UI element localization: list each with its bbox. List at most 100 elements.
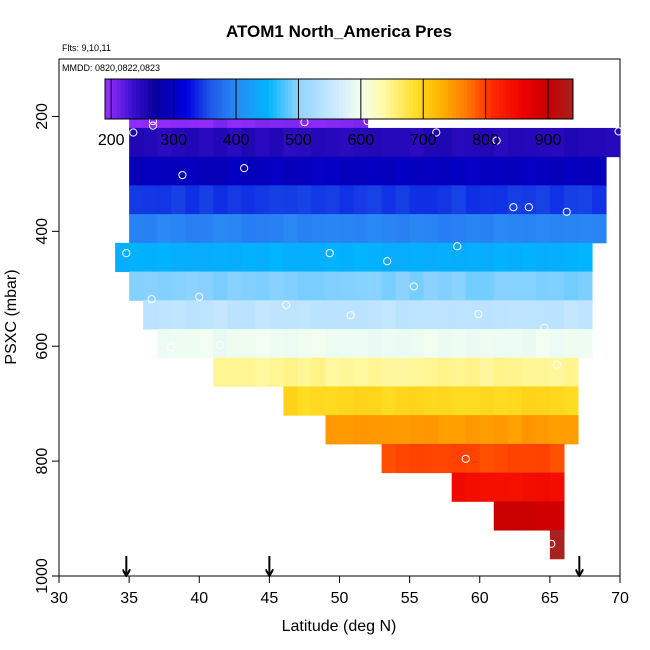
heatmap-cell <box>339 156 355 186</box>
heatmap-cell <box>269 271 284 301</box>
colorbar-segment <box>183 79 188 119</box>
observation-point <box>540 323 549 332</box>
heatmap-cell <box>269 357 285 387</box>
heatmap-cell <box>507 415 523 445</box>
heatmap-cell <box>493 156 509 186</box>
heatmap-cell <box>325 271 341 301</box>
colorbar-segment <box>140 79 145 119</box>
heatmap-cell <box>493 242 509 273</box>
heatmap-cell <box>479 443 495 474</box>
heatmap-cell <box>339 386 355 416</box>
heatmap-cell <box>325 357 341 387</box>
heatmap-cell <box>423 443 439 474</box>
heatmap-cell <box>409 242 425 273</box>
colorbar-segment <box>288 79 293 119</box>
colorbar-tick-label: 500 <box>285 132 312 149</box>
heatmap-cell <box>255 156 270 186</box>
heatmap-cell <box>283 127 299 158</box>
heatmap-cell <box>507 443 523 474</box>
heatmap-cell <box>381 185 397 215</box>
colorbar-segment <box>159 79 164 119</box>
heatmap-cell <box>479 127 495 158</box>
heatmap-cell <box>227 242 242 273</box>
heatmap-cell <box>507 386 523 416</box>
heatmap-cell <box>451 472 467 502</box>
heatmap-cell <box>339 328 355 359</box>
heatmap-cell <box>437 386 453 416</box>
x-tick-label: 60 <box>471 590 489 607</box>
colorbar-segment <box>198 79 203 119</box>
colorbar-segment <box>401 79 406 119</box>
heatmap-cell <box>521 242 537 273</box>
heatmap-cell <box>311 242 327 273</box>
heatmap-cell <box>563 271 579 301</box>
colorbar-segment <box>214 79 219 119</box>
heatmap-cell <box>241 185 256 215</box>
heatmap-cell <box>549 127 565 158</box>
heatmap-cell <box>549 443 565 474</box>
heatmap-cell <box>129 242 144 273</box>
heatmap-cell <box>451 214 467 244</box>
heatmap-cell <box>227 328 242 359</box>
x-tick-label: 50 <box>331 590 349 607</box>
heatmap-cell <box>451 271 467 301</box>
heatmap-cell <box>423 300 439 330</box>
observation-point <box>147 295 156 304</box>
colorbar-segment <box>561 79 566 119</box>
heatmap-cell <box>521 501 537 531</box>
heatmap-cell <box>465 185 481 215</box>
heatmap-cell <box>605 127 621 158</box>
colorbar-segment <box>218 79 223 119</box>
heatmap-cell <box>367 357 383 387</box>
observation-point <box>129 128 138 137</box>
observation-point <box>509 203 518 212</box>
heatmap-cell <box>521 357 537 387</box>
heatmap-cell <box>577 185 593 215</box>
colorbar-segment <box>311 79 317 119</box>
heatmap-cell <box>451 386 467 416</box>
heatmap-cell <box>367 300 383 330</box>
heatmap-cell <box>269 185 285 215</box>
colorbar-segment <box>342 79 348 119</box>
heatmap-cell <box>563 357 579 387</box>
heatmap-cell <box>143 214 158 244</box>
colorbar-segment <box>303 79 309 119</box>
heatmap-cell <box>171 127 186 158</box>
colorbar-segment <box>144 79 149 119</box>
colorbar-segment <box>350 79 356 119</box>
heatmap-cell <box>185 242 200 273</box>
observation-point <box>453 242 462 251</box>
heatmap-cell <box>325 127 341 158</box>
heatmap-cell <box>311 185 327 215</box>
heatmap-cell <box>535 472 551 502</box>
colorbar-segment <box>339 79 344 119</box>
colorbar-segment <box>498 79 504 119</box>
colorbar-segment <box>463 79 469 119</box>
colorbar-segment <box>132 79 137 119</box>
colorbar-segment <box>413 79 418 119</box>
heatmap-cell <box>409 357 425 387</box>
colorbar-ticks: 200 300 400 500 600 700 800 900 <box>98 79 561 149</box>
colorbar-segment <box>526 79 531 119</box>
heatmap-cell <box>185 300 200 330</box>
colorbar-segment <box>471 79 476 119</box>
colorbar-segment <box>335 79 340 119</box>
y-tick-label: 1000 <box>34 558 51 594</box>
heatmap-cell <box>479 415 495 445</box>
heatmap-cell <box>451 443 467 474</box>
heatmap-cell <box>381 127 397 158</box>
observation-point <box>474 309 483 319</box>
heatmap-cell <box>171 328 186 359</box>
heatmap-cell <box>521 443 537 474</box>
heatmap-cell <box>241 300 256 330</box>
heatmap-cell <box>535 242 551 273</box>
heatmap-cell <box>129 185 144 215</box>
x-tick-label: 35 <box>120 590 138 607</box>
heatmap-cell <box>521 185 537 215</box>
heatmap-cell <box>423 415 439 445</box>
heatmap-cell <box>549 185 565 215</box>
heatmap-cell <box>437 300 453 330</box>
colorbar-segment <box>467 79 473 119</box>
heatmap-cell <box>185 127 200 158</box>
